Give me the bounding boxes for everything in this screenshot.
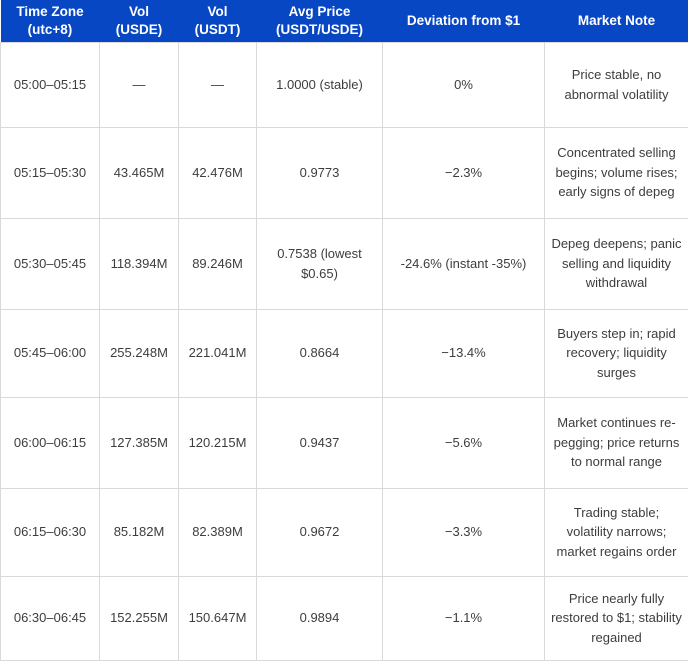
header-label-line1: Avg Price [288,4,351,20]
market-note-cell: Buyers step in; rapid recovery; liquidit… [544,308,688,398]
market-note-cell: Price nearly fully restored to $1; stabi… [544,575,688,661]
deviation-cell: −3.3% [382,487,545,577]
header-label-line2: (USDT) [194,21,241,37]
deviation-cell: −2.3% [382,126,545,219]
market-note-cell: Trading stable; volatility narrows; mark… [544,487,688,577]
deviation-cell: −1.1% [382,575,545,661]
avg-price-cell: 0.9437 [256,396,383,489]
deviation-cell: −13.4% [382,308,545,398]
table-row: 05:00–05:15 — — 1.0000 (stable) 0% Price… [0,41,688,128]
header-label-line1: Vol [207,4,228,20]
time-zone-cell: 06:00–06:15 [0,396,100,489]
vol-usde-cell: 85.182M [99,487,179,577]
column-header-deviation: Deviation from $1 [382,0,545,42]
vol-usde-cell: 152.255M [99,575,179,661]
header-label-line2: (utc+8) [27,21,73,37]
table-row: 05:30–05:45 118.394M 89.246M 0.7538 (low… [0,217,688,310]
market-note-cell: Depeg deepens; panic selling and liquidi… [544,217,688,310]
vol-usdt-cell: 42.476M [178,126,257,219]
header-label-line1: Market Note [577,12,656,28]
table-header-row: Time Zone (utc+8) Vol (USDE) Vol (USDT) … [0,0,688,42]
deviation-cell: −5.6% [382,396,545,489]
vol-usde-cell: 43.465M [99,126,179,219]
table-row: 06:30–06:45 152.255M 150.647M 0.9894 −1.… [0,575,688,661]
vol-usdt-cell: 82.389M [178,487,257,577]
time-zone-cell: 05:30–05:45 [0,217,100,310]
avg-price-cell: 0.9672 [256,487,383,577]
vol-usde-cell: — [99,41,179,128]
time-zone-cell: 06:30–06:45 [0,575,100,661]
table-row: 06:00–06:15 127.385M 120.215M 0.9437 −5.… [0,396,688,489]
vol-usde-cell: 127.385M [99,396,179,489]
header-label-line1: Deviation from $1 [406,12,521,28]
column-header-avg-price: Avg Price (USDT/USDE) [256,0,383,42]
vol-usde-cell: 255.248M [99,308,179,398]
market-note-cell: Concentrated selling begins; volume rise… [544,126,688,219]
avg-price-cell: 0.9894 [256,575,383,661]
deviation-cell: 0% [382,41,545,128]
time-zone-cell: 06:15–06:30 [0,487,100,577]
time-zone-cell: 05:15–05:30 [0,126,100,219]
column-header-vol-usdt: Vol (USDT) [178,0,257,42]
header-label-line2: (USDT/USDE) [276,21,363,37]
table-row: 05:45–06:00 255.248M 221.041M 0.8664 −13… [0,308,688,398]
table-body: 05:00–05:15 — — 1.0000 (stable) 0% Price… [0,41,688,661]
header-label-line1: Vol [129,4,149,20]
market-note-cell: Market continues re-pegging; price retur… [544,396,688,489]
column-header-market-note: Market Note [544,0,688,42]
column-header-vol-usde: Vol (USDE) [99,0,179,42]
avg-price-cell: 1.0000 (stable) [256,41,383,128]
vol-usdt-cell: 120.215M [178,396,257,489]
column-header-time-zone: Time Zone (utc+8) [0,0,100,42]
avg-price-cell: 0.8664 [256,308,383,398]
deviation-cell: -24.6% (instant -35%) [382,217,545,310]
vol-usde-cell: 118.394M [99,217,179,310]
avg-price-cell: 0.7538 (lowest $0.65) [256,217,383,310]
vol-usdt-cell: — [178,41,257,128]
avg-price-cell: 0.9773 [256,126,383,219]
time-zone-cell: 05:00–05:15 [0,41,100,128]
table-row: 06:15–06:30 85.182M 82.389M 0.9672 −3.3%… [0,487,688,577]
time-zone-cell: 05:45–06:00 [0,308,100,398]
vol-usdt-cell: 221.041M [178,308,257,398]
header-label-line2: (USDE) [115,21,163,37]
table-row: 05:15–05:30 43.465M 42.476M 0.9773 −2.3%… [0,126,688,219]
vol-usdt-cell: 89.246M [178,217,257,310]
market-note-cell: Price stable, no abnormal volatility [544,41,688,128]
header-label-line1: Time Zone [16,4,84,20]
vol-usdt-cell: 150.647M [178,575,257,661]
